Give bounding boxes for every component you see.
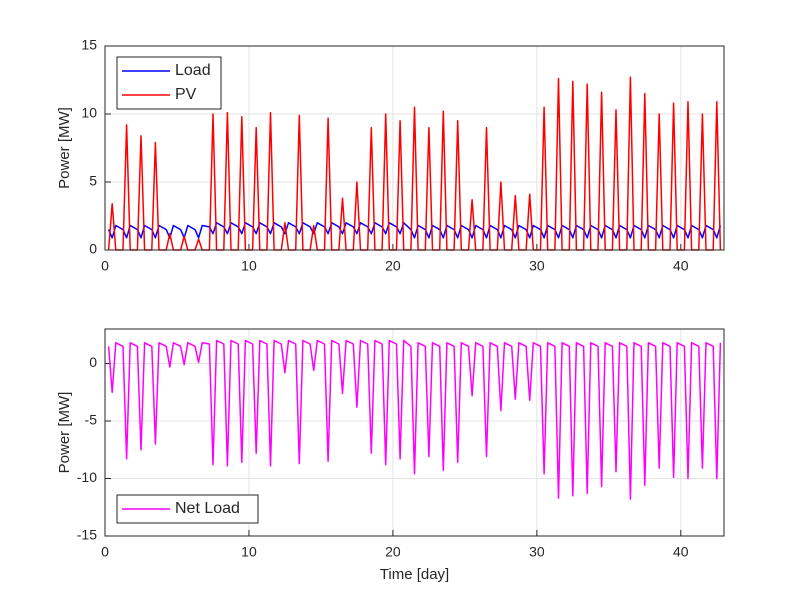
- y-tick-label: 15: [81, 37, 97, 53]
- x-tick-label: 20: [385, 258, 401, 274]
- y-tick-label: 0: [89, 241, 97, 257]
- x-tick-label: 40: [673, 258, 689, 274]
- y-tick-label: 5: [89, 173, 97, 189]
- x-tick-label: 0: [101, 258, 109, 274]
- legend-box: [116, 56, 222, 110]
- x-tick-label: 10: [241, 544, 257, 560]
- y-tick-label: -15: [77, 527, 97, 543]
- x-tick-label: 30: [529, 544, 545, 560]
- y-axis-label: Power [MW]: [56, 107, 73, 189]
- y-axis-label: Power [MW]: [56, 392, 73, 474]
- series-line: [107, 339, 722, 500]
- y-tick-label: -5: [85, 412, 98, 428]
- y-tick-label: 0: [89, 354, 97, 370]
- axes-box: [104, 328, 725, 537]
- x-tick-label: 20: [385, 544, 401, 560]
- legend-label: Load: [175, 62, 211, 79]
- y-tick-label: -10: [77, 469, 97, 485]
- legend-label: PV: [175, 86, 197, 103]
- y-tick-label: 10: [81, 105, 97, 121]
- x-axis-label: Time [day]: [380, 566, 449, 583]
- x-tick-label: 40: [673, 544, 689, 560]
- series-line: [107, 76, 722, 251]
- x-tick-label: 0: [101, 544, 109, 560]
- legend-label: Net Load: [175, 500, 240, 517]
- axes-box: [104, 45, 725, 251]
- x-tick-label: 30: [529, 258, 545, 274]
- x-tick-label: 10: [241, 258, 257, 274]
